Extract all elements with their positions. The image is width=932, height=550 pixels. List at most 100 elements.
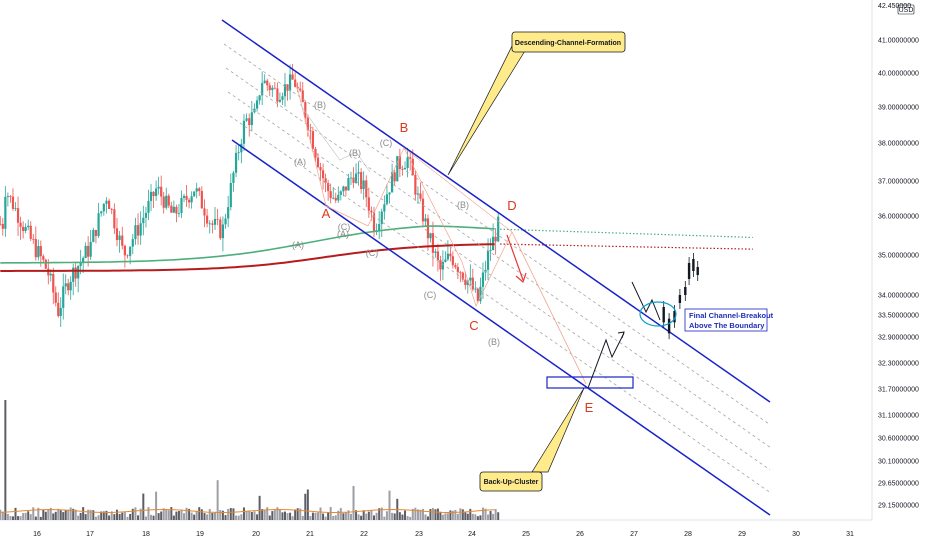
volume-bar	[352, 485, 355, 520]
volume-bar	[383, 516, 386, 520]
candle-body	[278, 99, 282, 102]
volume-bar	[373, 515, 376, 520]
candle-body	[14, 208, 17, 209]
date-tick-label: 23	[415, 531, 423, 538]
candle-body	[286, 84, 289, 91]
moving-average-red	[0, 243, 495, 272]
channel-inner-dashed-line	[225, 67, 771, 448]
volume-bar	[74, 509, 77, 520]
projected-candle-body	[687, 263, 691, 279]
candle-body	[110, 209, 113, 210]
volume-bar	[24, 512, 27, 520]
date-tick-label: 28	[684, 531, 692, 538]
candle-body	[258, 95, 261, 101]
wave-label: B	[400, 120, 409, 135]
volume-bar	[82, 507, 85, 520]
volume-bar	[314, 512, 317, 520]
date-tick-label: 16	[33, 531, 41, 538]
candle-body	[250, 112, 253, 126]
volume-bar	[436, 508, 439, 520]
candle-body	[245, 118, 248, 121]
candle-body	[240, 143, 243, 153]
price-tick-label: 32.30000000	[878, 361, 919, 368]
breakout-note-box	[684, 308, 768, 332]
candle-body	[234, 152, 238, 173]
candle-body	[92, 230, 95, 242]
volume-bar	[339, 508, 342, 520]
channel-callout-pointer	[447, 45, 529, 176]
volume-bar	[49, 507, 52, 520]
volume-bar	[426, 516, 429, 520]
volume-bar	[489, 511, 492, 520]
volume-bar	[281, 512, 284, 520]
volume-bar	[17, 516, 20, 520]
candle-body	[329, 191, 332, 199]
candle-body	[360, 172, 363, 190]
candle-body	[396, 156, 399, 182]
candle-body	[39, 246, 42, 257]
candle-body	[301, 90, 304, 103]
wave-label: (A)	[294, 157, 306, 167]
candle-body	[398, 156, 401, 170]
price-tick-label: 29.65000000	[878, 481, 919, 488]
volume-bar	[97, 515, 100, 520]
volume-bar	[105, 510, 108, 520]
volume-bar	[434, 509, 437, 520]
candle-body	[72, 267, 75, 282]
volume-bar	[416, 509, 419, 520]
price-tick-label: 30.60000000	[878, 436, 919, 443]
price-tick-label: 34.00000000	[878, 293, 919, 300]
projected-candle-body	[673, 311, 676, 323]
volume-bar	[214, 511, 217, 520]
candle-body	[429, 233, 432, 239]
volume-bar	[165, 509, 168, 520]
volume-bar	[253, 511, 256, 520]
volume-bar	[464, 512, 467, 520]
candle-body	[426, 218, 430, 239]
volume-bar	[175, 511, 178, 520]
volume-bar	[456, 513, 459, 520]
candle-body	[89, 241, 92, 257]
candle-body	[232, 172, 235, 183]
price-tick-label: 33.50000000	[878, 313, 919, 320]
volume-bar	[299, 508, 302, 520]
volume-bar	[337, 510, 340, 520]
candle-body	[342, 186, 345, 192]
candle-body	[107, 200, 111, 210]
candle-body	[481, 272, 485, 287]
currency-badge	[897, 4, 915, 15]
volume-bar	[129, 513, 132, 520]
price-tick-label: 32.90000000	[878, 335, 919, 342]
volume-bar	[224, 515, 227, 520]
volume-bar	[367, 511, 370, 520]
candle-body	[187, 199, 191, 203]
projection-zigzag-arrow	[587, 332, 625, 389]
candle-body	[52, 273, 55, 293]
candle-body	[486, 250, 490, 270]
volume-bar	[211, 512, 214, 520]
wave-label: C	[469, 318, 478, 333]
channel-inner-dashed-line	[229, 115, 771, 493]
volume-bar	[193, 514, 196, 520]
volume-bar	[54, 511, 57, 520]
volume-bar	[190, 512, 193, 520]
volume-bar	[22, 513, 25, 520]
volume-bar	[102, 511, 105, 520]
candle-body	[121, 235, 124, 246]
back-up-cluster-box	[546, 376, 634, 389]
wave-label: (C)	[366, 248, 379, 258]
candle-body	[147, 200, 150, 213]
candle-body	[11, 196, 15, 209]
candle-body	[126, 255, 129, 257]
candle-body	[276, 88, 279, 102]
volume-bar	[152, 515, 155, 520]
volume-bar	[126, 516, 129, 520]
volume-bar	[471, 513, 474, 520]
volume-bar	[110, 511, 113, 520]
volume-bar	[431, 508, 434, 520]
candle-body	[332, 197, 335, 199]
volume-bar	[454, 509, 457, 520]
candle-body	[446, 253, 449, 260]
volume-bar	[276, 507, 279, 520]
